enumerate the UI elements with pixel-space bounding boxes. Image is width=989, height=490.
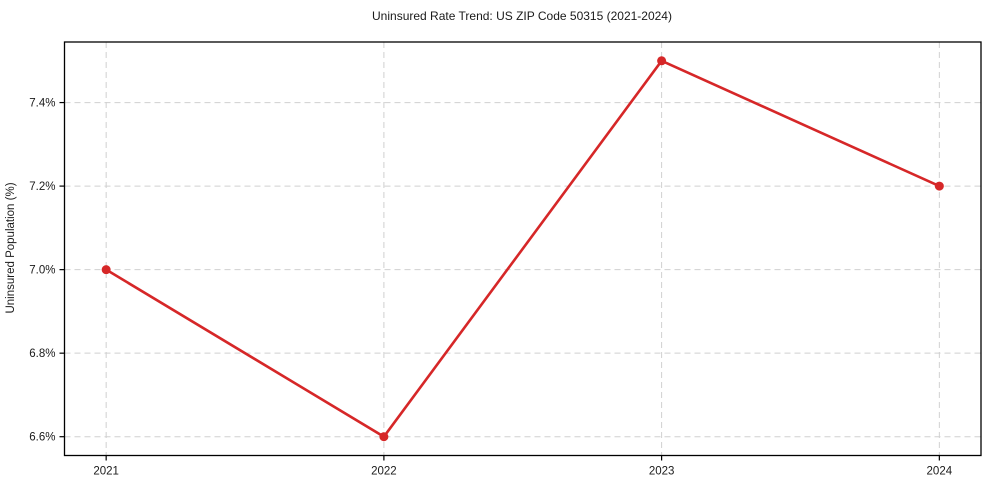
y-tick-label: 7.0% (29, 265, 55, 277)
plot-border (63, 41, 982, 457)
y-tick-label: 7.4% (29, 98, 55, 110)
axis-layer: 6.6% 6.8% 7.0% 7.2% 7.4% 2021 2022 2023 2024 (29, 41, 982, 478)
x-tick-label: 2021 (93, 466, 119, 478)
data-point-marker (657, 56, 667, 66)
data-point-marker (101, 265, 111, 275)
chart-title: Uninsured Rate Trend: US ZIP Code 50315 … (372, 9, 672, 23)
y-tick-label: 7.2% (29, 181, 55, 193)
grid-layer (64, 42, 981, 456)
x-tick-label: 2023 (649, 466, 675, 478)
y-tick-label: 6.8% (29, 348, 55, 360)
y-axis-label: Uninsured Population (%) (5, 182, 17, 313)
data-series-layer (101, 56, 944, 442)
x-tick-label: 2022 (371, 466, 397, 478)
y-tick-label: 6.6% (29, 432, 55, 444)
data-point-marker (934, 181, 944, 191)
trend-line (104, 59, 941, 439)
data-point-marker (379, 432, 389, 442)
x-tick-label: 2024 (927, 466, 953, 478)
